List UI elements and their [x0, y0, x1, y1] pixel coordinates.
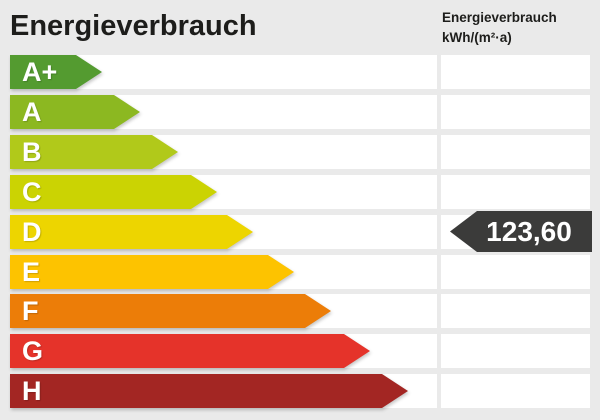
class-arrow-g: G	[10, 334, 370, 368]
class-arrow-c: C	[10, 175, 217, 209]
value-cell	[441, 255, 590, 289]
class-label: F	[22, 295, 39, 326]
class-arrow-e: E	[10, 255, 294, 289]
value-cell	[441, 135, 590, 169]
arrow-body	[10, 135, 152, 169]
class-arrow-a: A	[10, 95, 140, 129]
arrow-tip	[305, 294, 331, 328]
arrow-body	[10, 374, 382, 408]
page-title: Energieverbrauch	[10, 10, 257, 42]
unit-header: Energieverbrauch kWh/(m²·a)	[442, 8, 557, 48]
class-label: E	[22, 256, 41, 287]
arrow-body	[10, 175, 191, 209]
class-label: G	[22, 335, 44, 366]
value-cell	[441, 294, 590, 328]
class-label: A	[22, 96, 42, 127]
unit-header-line2: kWh/(m²·a)	[442, 30, 512, 45]
arrow-body	[10, 294, 305, 328]
arrow-body	[10, 255, 268, 289]
class-arrow-d: D	[10, 215, 253, 249]
arrow-tip	[268, 255, 294, 289]
value-badge-text: 123,60	[486, 215, 572, 247]
class-arrow-f: F	[10, 294, 331, 328]
arrow-tip	[227, 215, 253, 249]
class-label: H	[22, 375, 42, 406]
arrow-tip	[152, 135, 178, 169]
arrow-tip	[76, 55, 102, 89]
class-arrow-h: H	[10, 374, 408, 408]
value-cell	[441, 175, 590, 209]
arrow-body	[10, 55, 76, 89]
arrow-body	[10, 95, 114, 129]
class-label: D	[22, 216, 42, 247]
unit-header-line1: Energieverbrauch	[442, 10, 557, 25]
class-arrow-b: B	[10, 135, 178, 169]
class-label: B	[22, 136, 42, 167]
value-cell	[441, 55, 590, 89]
class-label: C	[22, 176, 42, 207]
class-label: A+	[22, 56, 58, 87]
value-cell	[441, 334, 590, 368]
value-cell	[441, 95, 590, 129]
arrow-tip	[344, 334, 370, 368]
class-arrow-a-plus: A+	[10, 55, 102, 89]
arrow-body	[10, 334, 344, 368]
arrow-tip	[382, 374, 408, 408]
value-badge: 123,60	[450, 211, 592, 252]
arrow-body	[10, 215, 227, 249]
arrow-tip	[114, 95, 140, 129]
value-cell	[441, 374, 590, 408]
arrow-tip	[191, 175, 217, 209]
